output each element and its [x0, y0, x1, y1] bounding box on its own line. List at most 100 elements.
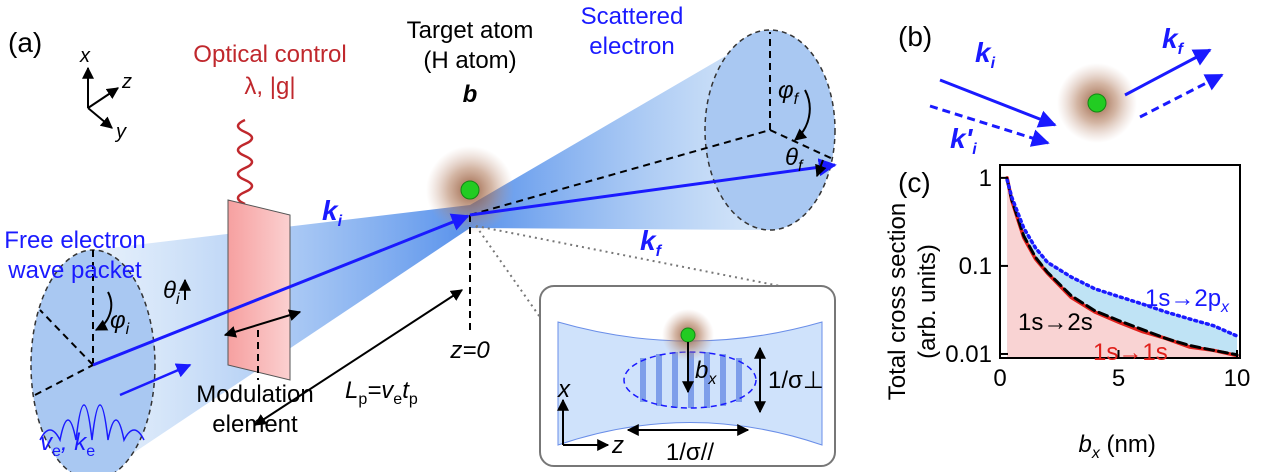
annotation: 1s→2px	[1145, 285, 1230, 316]
impact-b: b	[463, 81, 478, 108]
target-atom-sub: (H atom)	[423, 47, 516, 74]
t: p	[358, 391, 367, 408]
t: f	[1178, 41, 1185, 58]
scattered: Scattered	[581, 3, 684, 30]
wave-packet	[39, 404, 145, 443]
b-nucleus	[1087, 93, 1107, 113]
b-kf: kf	[1162, 23, 1185, 58]
y-label-line: Total cross section	[884, 203, 911, 400]
axis-x: x	[79, 45, 91, 67]
modulation: Modulation	[196, 381, 313, 408]
modulation-2: element	[212, 411, 298, 438]
atom-nucleus	[460, 180, 480, 200]
phi-f-arc	[794, 89, 811, 141]
optical-params: λ, |g|	[244, 73, 295, 100]
panel-label: (b)	[898, 21, 932, 52]
inset-nucleus	[680, 327, 696, 343]
inset-stripes	[640, 352, 742, 408]
annotation: 1s→2s	[1018, 309, 1093, 336]
y-tick-label: 0.01	[945, 341, 992, 368]
phi-f: φf	[778, 77, 800, 108]
t: i	[972, 141, 977, 158]
t: i	[338, 213, 343, 230]
ki-label: ki	[322, 195, 343, 230]
b-ki-arrow	[939, 78, 1057, 128]
t: θ	[163, 277, 176, 304]
area	[1007, 177, 1237, 358]
ve-arrow	[119, 363, 192, 397]
sigma-par: 1/σ//	[666, 439, 714, 466]
t: t	[402, 377, 410, 404]
t: i	[991, 55, 996, 72]
t: θ	[785, 144, 798, 171]
line	[1005, 178, 1239, 338]
b-ki-prime-arrow	[929, 104, 1050, 147]
theta-f: θf	[785, 144, 804, 175]
y-label-line: (arb. units)	[914, 244, 941, 359]
t: f	[794, 91, 800, 108]
t: i	[176, 291, 180, 308]
inset-z: z	[611, 432, 624, 459]
phi-i-arc	[94, 291, 113, 331]
t: k'	[950, 123, 974, 154]
t: v	[40, 429, 54, 456]
t: i	[126, 321, 130, 338]
free-electron: Free electron	[4, 227, 145, 254]
x-label: b	[1079, 431, 1092, 458]
t: L	[345, 377, 358, 404]
ve-ke: ve, ke	[40, 429, 95, 460]
t: k	[1162, 23, 1179, 54]
x-axis-label: bx (nm)	[1079, 431, 1156, 462]
y-axis-label: Total cross section (arb. units)	[884, 203, 941, 400]
t: k	[640, 225, 657, 256]
y-tick-label: 1	[979, 165, 992, 192]
x-tick-label: 0	[993, 365, 1006, 392]
t: =v	[367, 377, 395, 404]
t: e	[86, 443, 95, 460]
free-electron-2: wave packet	[7, 257, 142, 284]
t: f	[798, 158, 804, 175]
x-tick-label: 5	[1112, 365, 1125, 392]
scattered-2: electron	[589, 33, 674, 60]
theta-i: θi	[163, 277, 180, 308]
t: p	[409, 391, 418, 408]
kf-label: kf	[640, 225, 663, 260]
b-ki: ki	[975, 37, 996, 72]
t: , k	[61, 429, 88, 456]
x-label: x	[1091, 445, 1101, 462]
t: φ	[110, 307, 126, 334]
inset-bx: bx	[695, 357, 717, 388]
kf-arrow	[469, 158, 837, 217]
light-wave	[236, 118, 254, 206]
x-tick-label: 10	[1224, 365, 1251, 392]
x-label: (nm)	[1100, 431, 1156, 458]
lp-arrow	[253, 289, 464, 426]
z-zero: z=0	[449, 337, 490, 364]
chart: 1 0.1 0.010 5 10 Total cross section (arb. uni…	[884, 164, 1251, 462]
theta-f-arc	[815, 159, 827, 178]
t: φ	[778, 77, 794, 104]
plot-frame	[999, 164, 1241, 359]
optical-control: Optical control	[193, 41, 346, 68]
line	[1005, 178, 1239, 357]
sigma-perp: 1/σ⊥	[768, 367, 824, 394]
t: k	[975, 37, 992, 68]
beam-out	[470, 30, 770, 230]
zoom-line	[475, 225, 781, 287]
axes-icon	[82, 66, 119, 129]
annotation-text: 1s→2s	[1018, 309, 1093, 336]
annotation-text: 1s→2p	[1145, 285, 1221, 312]
t: f	[656, 243, 663, 260]
axis-y: y	[114, 121, 127, 143]
t: e	[52, 443, 61, 460]
b-ki-prime: k'i	[950, 123, 977, 158]
b-kf-arrow	[1124, 48, 1212, 97]
t: e	[393, 391, 402, 408]
b-kf-dash	[1139, 73, 1224, 119]
t: b	[695, 357, 708, 384]
t: x	[707, 371, 717, 388]
t: k	[322, 195, 339, 226]
plate-arrow	[223, 309, 302, 338]
annotation-sub: x	[1220, 299, 1230, 316]
